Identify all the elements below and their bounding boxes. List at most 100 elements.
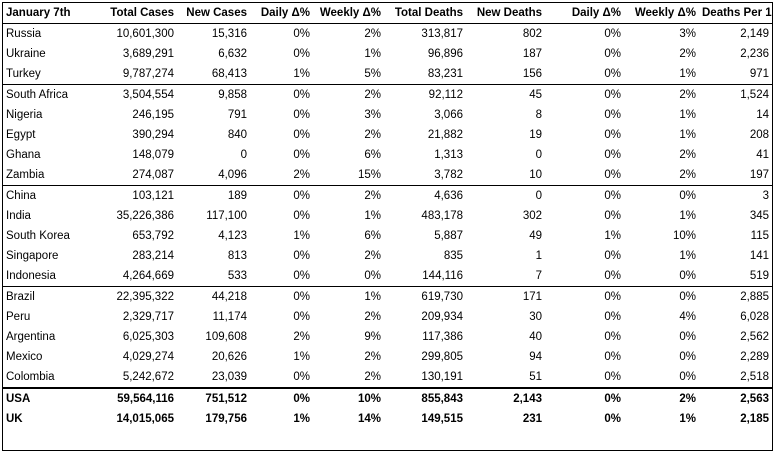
value-cell: 835	[443, 250, 463, 262]
value-cell: 1%	[364, 210, 381, 222]
value-cell: 3%	[364, 109, 381, 121]
value-cell: 1%	[604, 230, 621, 242]
value-cell: 0%	[604, 129, 621, 141]
value-cell: 0%	[604, 311, 621, 323]
value-cell: 0%	[604, 351, 621, 363]
value-cell: 0%	[624, 185, 699, 206]
col-header-daily-cases: Daily Δ%	[250, 3, 313, 24]
value-cell: 197	[749, 169, 769, 181]
value-cell: 1%	[679, 210, 696, 222]
value-cell: 4,636	[384, 185, 466, 206]
covid-stats-table: January 7th Total Cases New Cases Daily …	[3, 3, 772, 429]
value-cell: 208	[749, 129, 769, 141]
value-cell: 35,226,386	[116, 210, 174, 222]
col-header-daily-deaths: Daily Δ%	[545, 3, 624, 24]
value-cell: 1%	[679, 250, 696, 262]
value-cell: 390,294	[132, 129, 174, 141]
value-cell: 313,817	[421, 28, 463, 40]
value-cell: 2,563	[699, 387, 772, 409]
value-cell: 2%	[364, 371, 381, 383]
header-row: January 7th Total Cases New Cases Daily …	[3, 3, 772, 24]
value-cell: 0	[466, 185, 545, 206]
value-cell: 1%	[364, 48, 381, 60]
value-cell: 2%	[313, 185, 384, 206]
value-cell: 10%	[672, 230, 696, 242]
table-row: Brazil 22,395,322 44,218 0% 1% 619,730 171 0% 0%…	[3, 286, 772, 307]
value-cell: 2,289	[740, 351, 769, 363]
value-cell: 83,231	[427, 68, 463, 80]
table-row: Ukraine 3,689,291 6,632 0% 1% 96,896 187 0% 2% 2,…	[3, 44, 772, 64]
table-row: Colombia 5,242,672 23,039 0% 2% 130,191 51 0% 0%…	[3, 367, 772, 388]
value-cell: 619,730	[384, 286, 466, 307]
value-cell: 0%	[293, 250, 310, 262]
value-cell: 2%	[313, 84, 384, 105]
value-cell: 2%	[679, 149, 696, 161]
table-row: Ghana 148,079 0 0% 6% 1,313 0 0% 2% 41	[3, 145, 772, 165]
value-cell: 59,564,116	[95, 387, 177, 409]
table-row: Argentina 6,025,303 109,608 2% 9% 117,386 40 0%…	[3, 327, 772, 347]
value-cell: 0%	[679, 331, 696, 343]
value-cell: 117,386	[422, 331, 463, 343]
value-cell: 0%	[604, 371, 621, 383]
value-cell: 23,039	[211, 371, 247, 383]
value-cell: 0%	[604, 210, 621, 222]
value-cell: 9,858	[177, 84, 250, 105]
value-cell: 855,843	[384, 387, 466, 409]
value-cell: 345	[749, 210, 769, 222]
value-cell: 813	[227, 250, 247, 262]
value-cell: 0%	[293, 109, 310, 121]
value-cell: 6,632	[218, 48, 247, 60]
value-cell: 0	[535, 149, 542, 161]
value-cell: 171	[466, 286, 545, 307]
table-body: Russia 10,601,300 15,316 0% 2% 313,817 802 0% 3%…	[3, 24, 772, 430]
value-cell: 0%	[293, 371, 310, 383]
value-cell: 0%	[293, 129, 310, 141]
value-cell: 1	[535, 250, 542, 262]
value-cell: 0%	[679, 270, 696, 282]
value-cell: 3,689,291	[122, 48, 174, 60]
value-cell: 0%	[293, 311, 310, 323]
value-cell: 2,149	[740, 28, 769, 40]
table-row: Turkey 9,787,274 68,413 1% 5% 83,231 156 0% 1% 97…	[3, 64, 772, 85]
value-cell: 6,028	[740, 311, 769, 323]
value-cell: 2%	[364, 311, 381, 323]
value-cell: 68,413	[211, 68, 247, 80]
value-cell: 10,601,300	[116, 28, 174, 40]
table-row: Peru 2,329,717 11,174 0% 2% 209,934 30 0% 4% 6,02…	[3, 307, 772, 327]
value-cell: 14	[756, 109, 769, 121]
value-cell: 44,218	[177, 286, 250, 307]
value-cell: 751,512	[177, 387, 250, 409]
value-cell: 14,015,065	[116, 413, 174, 425]
value-cell: 483,178	[421, 210, 463, 222]
value-cell: 14%	[357, 413, 381, 425]
value-cell: 302	[522, 210, 542, 222]
value-cell: 3,066	[434, 109, 463, 121]
table-row: China 103,121 189 0% 2% 4,636 0 0% 0% 3	[3, 185, 772, 206]
value-cell: 9%	[364, 331, 381, 343]
value-cell: 94	[529, 351, 542, 363]
value-cell: 209,934	[421, 311, 463, 323]
value-cell: 0%	[293, 210, 310, 222]
value-cell: 0%	[293, 28, 310, 40]
value-cell: 109,608	[205, 331, 247, 343]
value-cell: 840	[227, 129, 247, 141]
value-cell: 5,887	[434, 230, 463, 242]
country-cell: China	[3, 185, 95, 206]
country-cell: Nigeria	[6, 109, 43, 121]
country-cell: Indonesia	[6, 270, 56, 282]
value-cell: 0%	[604, 250, 621, 262]
value-cell: 0%	[604, 270, 621, 282]
value-cell: 2%	[364, 351, 381, 363]
value-cell: 21,882	[427, 129, 463, 141]
value-cell: 791	[227, 109, 247, 121]
value-cell: 2,236	[740, 48, 769, 60]
col-header-weekly-cases: Weekly Δ%	[313, 3, 384, 24]
value-cell: 2%	[679, 48, 696, 60]
value-cell: 653,792	[132, 230, 174, 242]
value-cell: 0%	[250, 84, 313, 105]
value-cell: 1%	[313, 286, 384, 307]
value-cell: 1,313	[434, 149, 463, 161]
country-cell: Russia	[6, 28, 42, 40]
value-cell: 283,214	[132, 250, 174, 262]
